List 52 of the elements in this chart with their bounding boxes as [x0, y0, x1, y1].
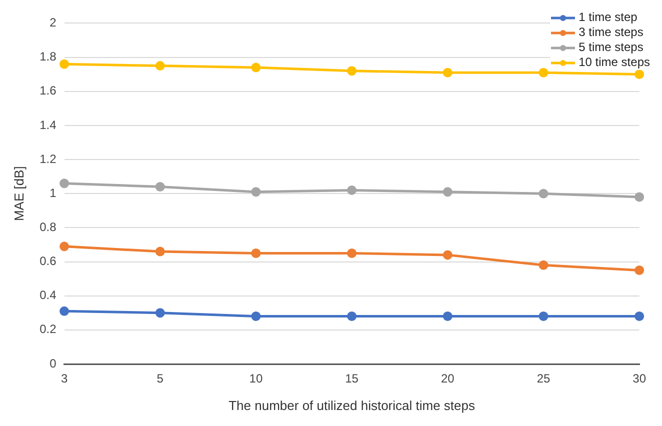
legend-label: 1 time step: [578, 10, 638, 25]
x-axis-title: The number of utilized historical time steps: [228, 398, 476, 413]
y-tick-label: 1.2: [40, 152, 57, 166]
legend-label: 3 time steps: [578, 25, 644, 40]
y-tick-label: 2: [50, 16, 57, 30]
y-tick-label: 0.8: [40, 220, 57, 234]
y-tick-label: 0.6: [40, 254, 57, 268]
y-tick-label: 1.8: [40, 50, 57, 64]
point: [634, 312, 644, 322]
point: [538, 188, 548, 198]
x-tick-label: 30: [632, 372, 646, 386]
point: [538, 260, 548, 270]
point: [442, 312, 452, 322]
point: [155, 61, 165, 71]
point: [155, 308, 165, 318]
point: [251, 312, 261, 322]
point: [155, 246, 165, 256]
point: [634, 70, 644, 80]
point: [347, 185, 357, 195]
point: [155, 182, 165, 192]
x-tick-label: 20: [440, 372, 455, 386]
point: [634, 192, 644, 202]
point: [347, 66, 357, 76]
x-tick-label: 25: [536, 372, 550, 386]
x-tick-label: 5: [156, 372, 164, 386]
point: [442, 187, 452, 197]
legend-label: 10 time steps: [578, 55, 650, 70]
x-tick-label: 15: [345, 372, 359, 386]
y-tick-label: 0.4: [40, 288, 57, 302]
point: [60, 59, 70, 69]
legend-label: 5 time steps: [578, 40, 644, 55]
y-tick-label: 0.2: [40, 322, 57, 336]
y-axis-title: MAE [dB]: [11, 166, 26, 222]
point: [442, 68, 452, 78]
y-tick-label: 0: [50, 356, 57, 370]
point: [60, 242, 70, 252]
point: [251, 62, 261, 72]
point: [251, 187, 261, 197]
point: [442, 250, 452, 260]
point: [347, 312, 357, 322]
point: [634, 266, 644, 276]
point: [60, 178, 70, 188]
point: [251, 248, 261, 258]
x-tick-label: 10: [249, 372, 263, 386]
y-tick-label: 1: [50, 186, 57, 200]
point: [60, 306, 70, 316]
x-tick-label: 3: [60, 372, 68, 386]
point: [538, 312, 548, 322]
point: [538, 68, 548, 78]
y-tick-label: 1.6: [40, 84, 57, 98]
point: [347, 248, 357, 258]
y-tick-label: 1.4: [40, 118, 57, 132]
